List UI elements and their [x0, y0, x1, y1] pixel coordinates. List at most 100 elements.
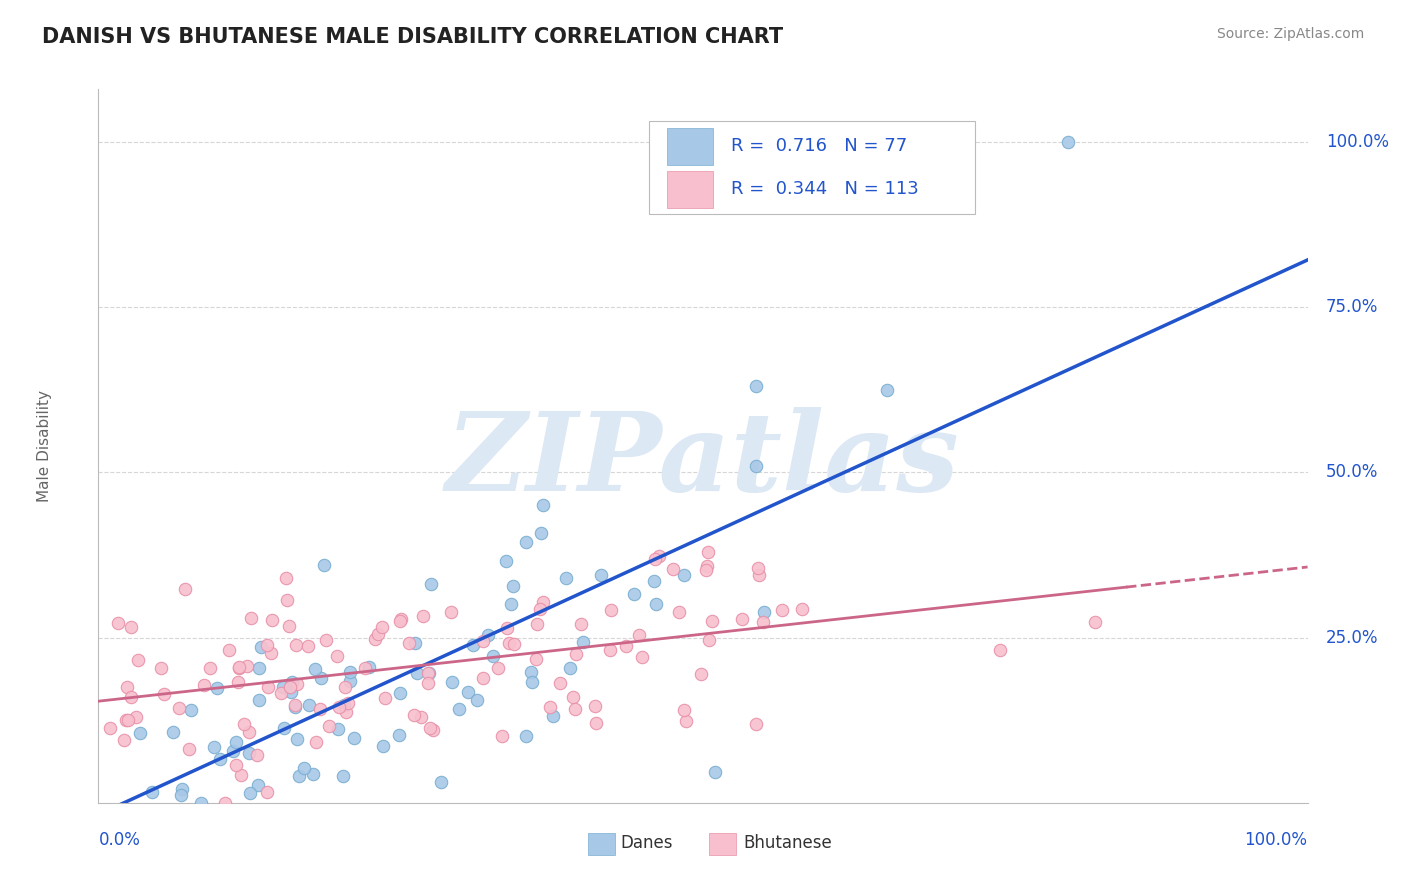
Point [422, 723, 444, 737]
Point [174, 582, 197, 597]
Point [591, 568, 613, 582]
Point [538, 699, 561, 714]
Point [599, 643, 621, 657]
Point [495, 621, 517, 635]
Point [120, 619, 142, 633]
Point [515, 729, 537, 743]
Point [98, 721, 121, 735]
Point [214, 796, 236, 810]
Point [190, 796, 212, 810]
Point [531, 498, 554, 512]
Point [280, 685, 302, 699]
Point [503, 637, 526, 651]
Point [520, 675, 543, 690]
Text: ZIPatlas: ZIPatlas [446, 407, 960, 514]
Point [371, 620, 394, 634]
Text: 25.0%: 25.0% [1326, 629, 1378, 647]
Point [697, 632, 720, 647]
Point [472, 634, 495, 648]
Point [225, 734, 247, 748]
Point [419, 722, 441, 736]
Point [332, 769, 354, 783]
Point [339, 673, 361, 688]
Point [247, 661, 270, 675]
Point [246, 778, 269, 792]
Point [328, 722, 350, 736]
Text: Bhutanese: Bhutanese [742, 835, 832, 853]
Point [409, 710, 432, 724]
Bar [588, 833, 614, 855]
Point [129, 726, 152, 740]
Point [312, 558, 335, 573]
Point [673, 567, 696, 582]
Point [228, 661, 250, 675]
Point [988, 643, 1011, 657]
Point [465, 693, 488, 707]
Point [531, 594, 554, 608]
Point [115, 714, 138, 728]
Point [731, 612, 754, 626]
Point [193, 678, 215, 692]
Point [373, 739, 395, 754]
Bar [666, 128, 713, 165]
Point [127, 653, 149, 667]
Point [529, 602, 551, 616]
Point [273, 721, 295, 735]
Text: 75.0%: 75.0% [1326, 298, 1378, 317]
Point [285, 677, 308, 691]
Point [260, 613, 283, 627]
Point [398, 636, 420, 650]
Point [388, 728, 411, 742]
Point [107, 615, 129, 630]
Point [198, 661, 221, 675]
Point [260, 647, 283, 661]
Point [700, 615, 723, 629]
Bar [666, 170, 713, 208]
Point [1056, 135, 1078, 149]
Point [342, 731, 364, 745]
Point [288, 769, 311, 783]
Point [704, 764, 727, 779]
Point [246, 748, 269, 763]
Point [565, 647, 588, 661]
Point [690, 667, 713, 681]
Point [180, 703, 202, 717]
Point [430, 775, 453, 789]
Text: R =  0.716   N = 77: R = 0.716 N = 77 [731, 137, 907, 155]
Point [548, 676, 571, 690]
Point [238, 725, 260, 739]
Point [564, 702, 586, 716]
Text: 100.0%: 100.0% [1326, 133, 1389, 151]
Point [406, 665, 429, 680]
Point [226, 674, 249, 689]
Point [309, 671, 332, 685]
Point [239, 611, 262, 625]
Point [486, 661, 509, 675]
Point [498, 636, 520, 650]
Point [599, 603, 621, 617]
Point [491, 729, 513, 743]
Text: Male Disability: Male Disability [37, 390, 52, 502]
Text: 50.0%: 50.0% [1326, 464, 1378, 482]
Point [412, 608, 434, 623]
Point [790, 602, 813, 616]
Point [477, 628, 499, 642]
Point [284, 700, 307, 714]
Text: 100.0%: 100.0% [1244, 831, 1308, 849]
Point [501, 597, 523, 611]
Point [449, 701, 471, 715]
Point [419, 576, 441, 591]
Point [256, 785, 278, 799]
Point [645, 597, 668, 611]
Point [172, 782, 194, 797]
Point [336, 696, 359, 710]
Point [333, 698, 356, 713]
Point [232, 717, 254, 731]
Point [461, 638, 484, 652]
Point [502, 579, 524, 593]
Point [404, 636, 426, 650]
Point [696, 545, 718, 559]
Point [238, 747, 260, 761]
Point [524, 652, 547, 666]
Point [247, 692, 270, 706]
